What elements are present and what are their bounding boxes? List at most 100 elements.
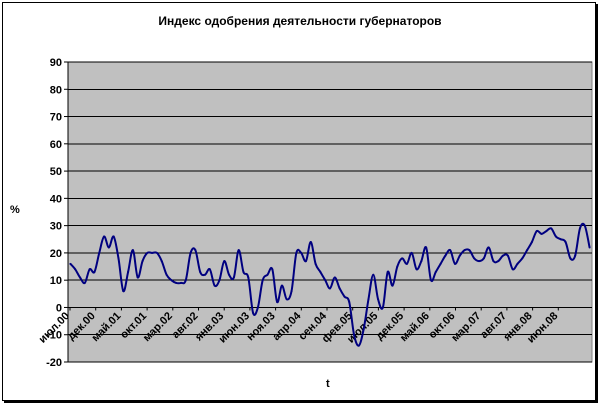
data-point	[348, 301, 351, 303]
data-point	[122, 290, 125, 293]
data-point	[324, 279, 327, 282]
data-point	[69, 262, 72, 265]
data-point	[88, 268, 91, 271]
data-point	[588, 246, 591, 249]
y-tick-label: -10	[46, 330, 62, 342]
data-point	[391, 284, 394, 287]
data-point	[247, 276, 250, 279]
data-point	[396, 265, 399, 268]
data-point	[540, 232, 543, 235]
data-point	[530, 241, 533, 243]
y-axis-ticks: -20 -10 0 10 20 30 40 50 60 70 80 90	[46, 57, 69, 369]
data-point	[103, 235, 106, 238]
data-point	[545, 230, 548, 233]
data-point	[208, 268, 211, 271]
data-point	[444, 254, 447, 257]
data-point	[155, 251, 158, 254]
data-point	[179, 281, 182, 284]
data-point	[401, 257, 404, 260]
data-point	[482, 257, 485, 260]
data-point	[300, 251, 303, 254]
y-tick-label: 40	[50, 193, 62, 205]
data-point	[170, 279, 173, 282]
data-point	[425, 246, 428, 249]
data-point	[559, 238, 562, 241]
data-point	[290, 290, 293, 293]
data-point	[569, 257, 572, 260]
data-point	[79, 276, 82, 279]
chart-title: Индекс одобрения деятельности губернатор…	[158, 14, 442, 28]
data-point	[377, 298, 380, 301]
data-point	[357, 344, 360, 347]
y-tick-label: 80	[50, 84, 62, 96]
data-point	[367, 298, 370, 301]
data-point	[574, 254, 577, 257]
data-point	[583, 224, 586, 227]
data-point	[487, 246, 490, 249]
data-point	[420, 260, 423, 263]
data-point	[276, 301, 279, 303]
data-point	[353, 333, 356, 336]
y-axis-label: %	[10, 204, 20, 216]
data-point	[175, 281, 178, 284]
data-point	[285, 298, 288, 301]
data-point	[107, 246, 110, 249]
data-point	[410, 251, 413, 254]
data-point	[554, 235, 557, 238]
data-point	[415, 268, 418, 271]
data-point	[213, 284, 216, 287]
data-point	[146, 251, 149, 254]
data-point	[338, 287, 341, 290]
data-point	[160, 260, 163, 263]
data-point	[381, 306, 384, 309]
data-point	[83, 281, 86, 284]
data-point	[506, 254, 509, 257]
data-point	[439, 262, 442, 265]
data-point	[564, 241, 567, 243]
data-point	[434, 271, 437, 273]
data-point	[319, 271, 322, 273]
data-point	[204, 273, 207, 276]
y-tick-label: 0	[56, 302, 62, 314]
data-point	[478, 260, 481, 263]
data-point	[189, 251, 192, 254]
data-point	[228, 273, 231, 276]
data-point	[405, 262, 408, 265]
data-point	[578, 227, 581, 230]
data-point	[141, 260, 144, 263]
y-tick-label: 60	[50, 139, 62, 151]
data-point	[93, 271, 96, 273]
data-point	[184, 279, 187, 282]
data-point	[497, 260, 500, 263]
data-point	[329, 287, 331, 290]
data-point	[362, 328, 365, 331]
data-point	[131, 249, 134, 252]
data-point	[304, 260, 307, 263]
data-point	[280, 284, 283, 287]
data-point	[314, 262, 317, 265]
data-point	[252, 311, 255, 314]
data-point	[112, 235, 115, 238]
y-tick-label: 50	[50, 166, 62, 178]
data-point	[295, 251, 298, 254]
data-point	[492, 260, 495, 263]
y-tick-label: 90	[50, 57, 62, 69]
data-point	[473, 257, 476, 260]
data-point	[343, 295, 346, 298]
data-point	[232, 276, 235, 279]
data-point	[237, 249, 240, 252]
y-tick-label: 10	[50, 275, 62, 287]
data-point	[127, 271, 130, 273]
data-point	[194, 249, 197, 252]
data-point	[526, 249, 529, 252]
data-point	[521, 257, 524, 260]
data-point	[333, 276, 336, 279]
data-point	[429, 279, 432, 282]
y-tick-label: -20	[46, 357, 62, 369]
data-point	[516, 262, 519, 265]
data-point	[550, 227, 553, 230]
plot-area	[67, 61, 593, 363]
data-point	[468, 249, 471, 252]
series-layer	[69, 222, 591, 347]
data-point	[453, 262, 456, 265]
